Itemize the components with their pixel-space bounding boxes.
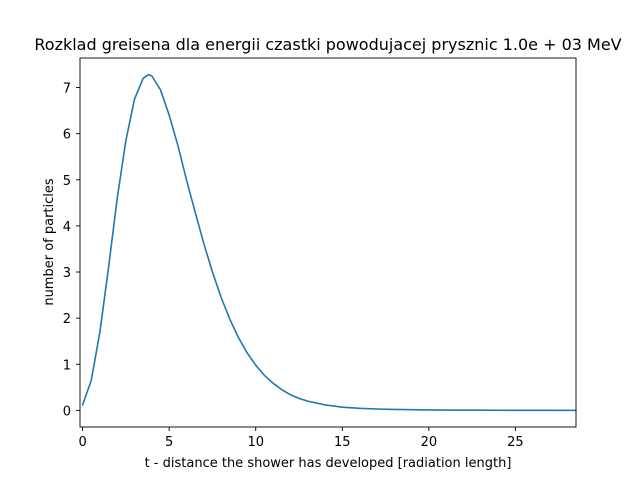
x-tick-label: 10: [247, 435, 264, 450]
x-tick-label: 25: [507, 435, 524, 450]
y-tick-label: 3: [63, 266, 71, 281]
x-axis-label: t - distance the shower has developed [r…: [145, 456, 512, 471]
series-line-0: [81, 73, 577, 412]
y-tick-label: 1: [63, 358, 71, 373]
x-tick-label: 0: [78, 435, 86, 450]
y-tick-label: 5: [63, 174, 71, 189]
axis-ticks: 0 5 10 15 20 25 0 1 2 3 4 5 6 7: [63, 82, 524, 450]
y-tick-label: 4: [63, 220, 71, 235]
y-tick-label: 0: [63, 404, 71, 419]
x-tick-label: 15: [334, 435, 351, 450]
y-tick-label: 7: [63, 82, 71, 97]
y-tick-label: 2: [63, 312, 71, 327]
axes-frame: [79, 57, 577, 428]
y-axis-label: number of particles: [42, 178, 57, 306]
x-tick-label: 20: [421, 435, 438, 450]
x-tick-label: 5: [165, 435, 173, 450]
y-tick-label: 6: [63, 128, 71, 143]
plot-area: [79, 57, 577, 428]
chart-title: Rozklad greisena dla energii czastki pow…: [34, 35, 621, 54]
